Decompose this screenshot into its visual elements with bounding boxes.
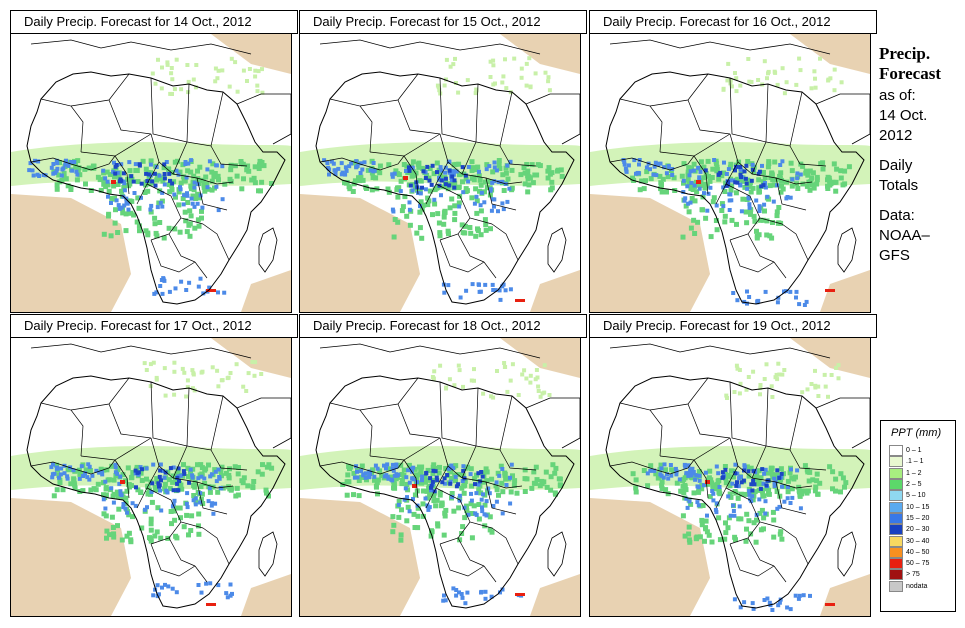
data-source-line3: GFS [879,247,910,264]
totals-line1: Daily [879,157,913,174]
africa-map [11,338,291,616]
precip-map[interactable] [589,337,871,617]
legend-swatch [889,501,903,513]
legend-swatch [889,512,903,524]
legend-item: 10 – 15 [889,501,955,513]
legend-swatch [889,580,903,592]
legend-item: 1 – 2 [889,467,955,479]
legend-item: 40 – 50 [889,546,955,558]
legend-item: 5 – 10 [889,490,955,502]
africa-map [11,34,291,312]
africa-map [300,338,580,616]
precip-map[interactable] [10,33,292,313]
legend-label: 50 – 75 [906,560,930,568]
legend-label: > 75 [906,571,920,579]
legend-swatch [889,546,903,558]
legend-label: 30 – 40 [906,537,930,545]
legend-item: 20 – 30 [889,524,955,536]
data-source-line1: Data: [879,207,915,224]
legend-swatch [889,535,903,547]
legend-swatch [889,490,903,502]
panel-title: Daily Precip. Forecast for 14 Oct., 2012 [10,10,298,34]
panel-title: Daily Precip. Forecast for 16 Oct., 2012 [589,10,877,34]
panel-title: Daily Precip. Forecast for 17 Oct., 2012 [10,314,298,338]
as-of-date-line1: 14 Oct. [879,107,928,124]
panel-title: Daily Precip. Forecast for 18 Oct., 2012 [299,314,587,338]
africa-map [300,34,580,312]
legend-item: 15 – 20 [889,512,955,524]
legend-label: 1 – 2 [906,469,922,477]
africa-map [590,34,870,312]
legend-item: 30 – 40 [889,535,955,547]
legend-label: 20 – 30 [906,526,930,534]
data-source-line2: NOAA– [879,227,930,244]
legend-label: 15 – 20 [906,514,930,522]
legend-label: 10 – 15 [906,503,930,511]
legend-swatch [889,558,903,570]
totals-line2: Totals [879,177,919,194]
forecast-info: Precip. Forecast as of: 14 Oct. 2012 Dai… [879,44,965,266]
legend-swatch [889,445,903,457]
legend-swatch [889,524,903,536]
info-title-line2: Forecast [879,64,941,83]
panel-title: Daily Precip. Forecast for 15 Oct., 2012 [299,10,587,34]
info-title-line1: Precip. [879,44,931,63]
precip-map[interactable] [299,337,581,617]
legend-title: PPT (mm) [891,427,942,439]
ppt-legend: PPT (mm) 0 – 1 .1 – 1 1 – 2 2 – 5 5 – 10 10 –… [880,420,956,612]
as-of-label: as of: [879,87,916,104]
precip-map[interactable] [299,33,581,313]
legend-item: > 75 [889,569,955,581]
africa-map [590,338,870,616]
legend-item: 50 – 75 [889,558,955,570]
precip-map[interactable] [589,33,871,313]
legend-item: 2 – 5 [889,479,955,491]
legend-label: 5 – 10 [906,492,926,500]
legend-item: nodata [889,580,955,592]
legend-label: 2 – 5 [906,481,922,489]
legend-label: 40 – 50 [906,548,930,556]
legend-item: 0 – 1 [889,445,955,457]
precip-map[interactable] [10,337,292,617]
legend-label: .1 – 1 [906,458,924,466]
legend-swatch [889,456,903,468]
as-of-date-line2: 2012 [879,127,913,144]
legend-swatch [889,569,903,581]
legend-swatch [889,479,903,491]
legend-items: 0 – 1 .1 – 1 1 – 2 2 – 5 5 – 10 10 – 15 15 – 2… [889,445,955,592]
legend-swatch [889,467,903,479]
legend-label: 0 – 1 [906,447,922,455]
legend-label: nodata [906,582,928,590]
panel-title: Daily Precip. Forecast for 19 Oct., 2012 [589,314,877,338]
legend-item: .1 – 1 [889,456,955,468]
